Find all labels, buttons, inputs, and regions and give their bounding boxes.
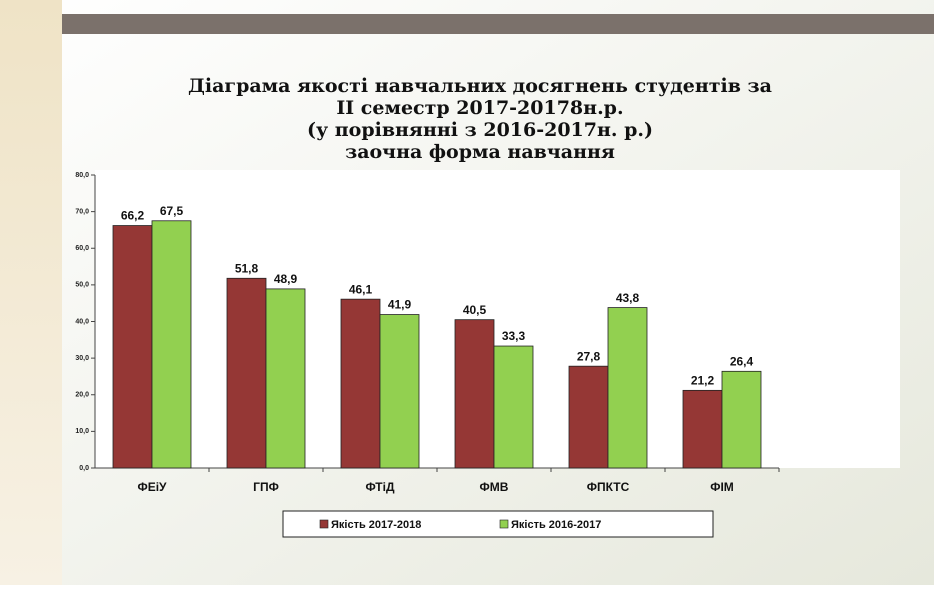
y-tick-label: 30,0: [75, 355, 89, 362]
legend-swatch: [499, 519, 509, 529]
bar: [151, 220, 192, 469]
bar: [607, 307, 648, 469]
y-tick-label: 80,0: [75, 172, 89, 179]
chart-title: Діаграма якості навчальних досягнень сту…: [188, 75, 772, 97]
data-label: 66,2: [121, 209, 145, 223]
legend-label: Якість 2017-2018: [331, 519, 421, 531]
x-tick-label: ФПКТС: [587, 480, 630, 494]
x-tick-label: ФІМ: [710, 480, 734, 494]
data-label: 27,8: [577, 349, 601, 363]
bar: [265, 288, 306, 469]
chart-title: заочна форма навчання: [345, 141, 615, 163]
y-tick-label: 60,0: [75, 245, 89, 252]
y-tick-label: 40,0: [75, 318, 89, 325]
side-strip: [0, 0, 62, 585]
y-tick-label: 50,0: [75, 282, 89, 289]
y-tick-label: 0,0: [79, 465, 89, 472]
bar: [493, 345, 534, 469]
bar: [682, 389, 723, 469]
x-tick-label: ФЕіУ: [137, 480, 167, 494]
y-tick-label: 10,0: [75, 428, 89, 435]
data-label: 48,9: [274, 272, 298, 286]
legend-box: [282, 510, 714, 538]
data-label: 51,8: [235, 261, 259, 275]
x-tick-label: ГПФ: [253, 480, 279, 494]
data-label: 26,4: [730, 354, 754, 368]
bar: [568, 365, 609, 469]
data-label: 41,9: [388, 298, 412, 312]
bar: [379, 314, 420, 469]
chart-title: ІІ семестр 2017-20178н.р.: [336, 97, 623, 119]
bar: [454, 319, 495, 469]
bar: [340, 298, 381, 469]
top-bar: [62, 14, 934, 34]
chart-title: (у порівнянні з 2016-2017н. р.): [307, 119, 653, 141]
chart: Діаграма якості навчальних досягнень сту…: [75, 75, 780, 538]
legend-swatch: [319, 519, 329, 529]
x-tick-label: ФТіД: [366, 480, 395, 494]
legend-label: Якість 2016-2017: [511, 519, 601, 531]
bar: [721, 370, 762, 469]
bar: [226, 277, 267, 469]
bar: [112, 225, 153, 469]
data-label: 40,5: [463, 303, 487, 317]
data-label: 43,8: [616, 291, 640, 305]
y-tick-label: 70,0: [75, 208, 89, 215]
data-label: 67,5: [160, 204, 184, 218]
data-label: 33,3: [502, 329, 526, 343]
data-label: 21,2: [691, 374, 715, 388]
data-label: 46,1: [349, 282, 373, 296]
x-tick-label: ФМВ: [480, 480, 509, 494]
y-tick-label: 20,0: [75, 392, 89, 399]
